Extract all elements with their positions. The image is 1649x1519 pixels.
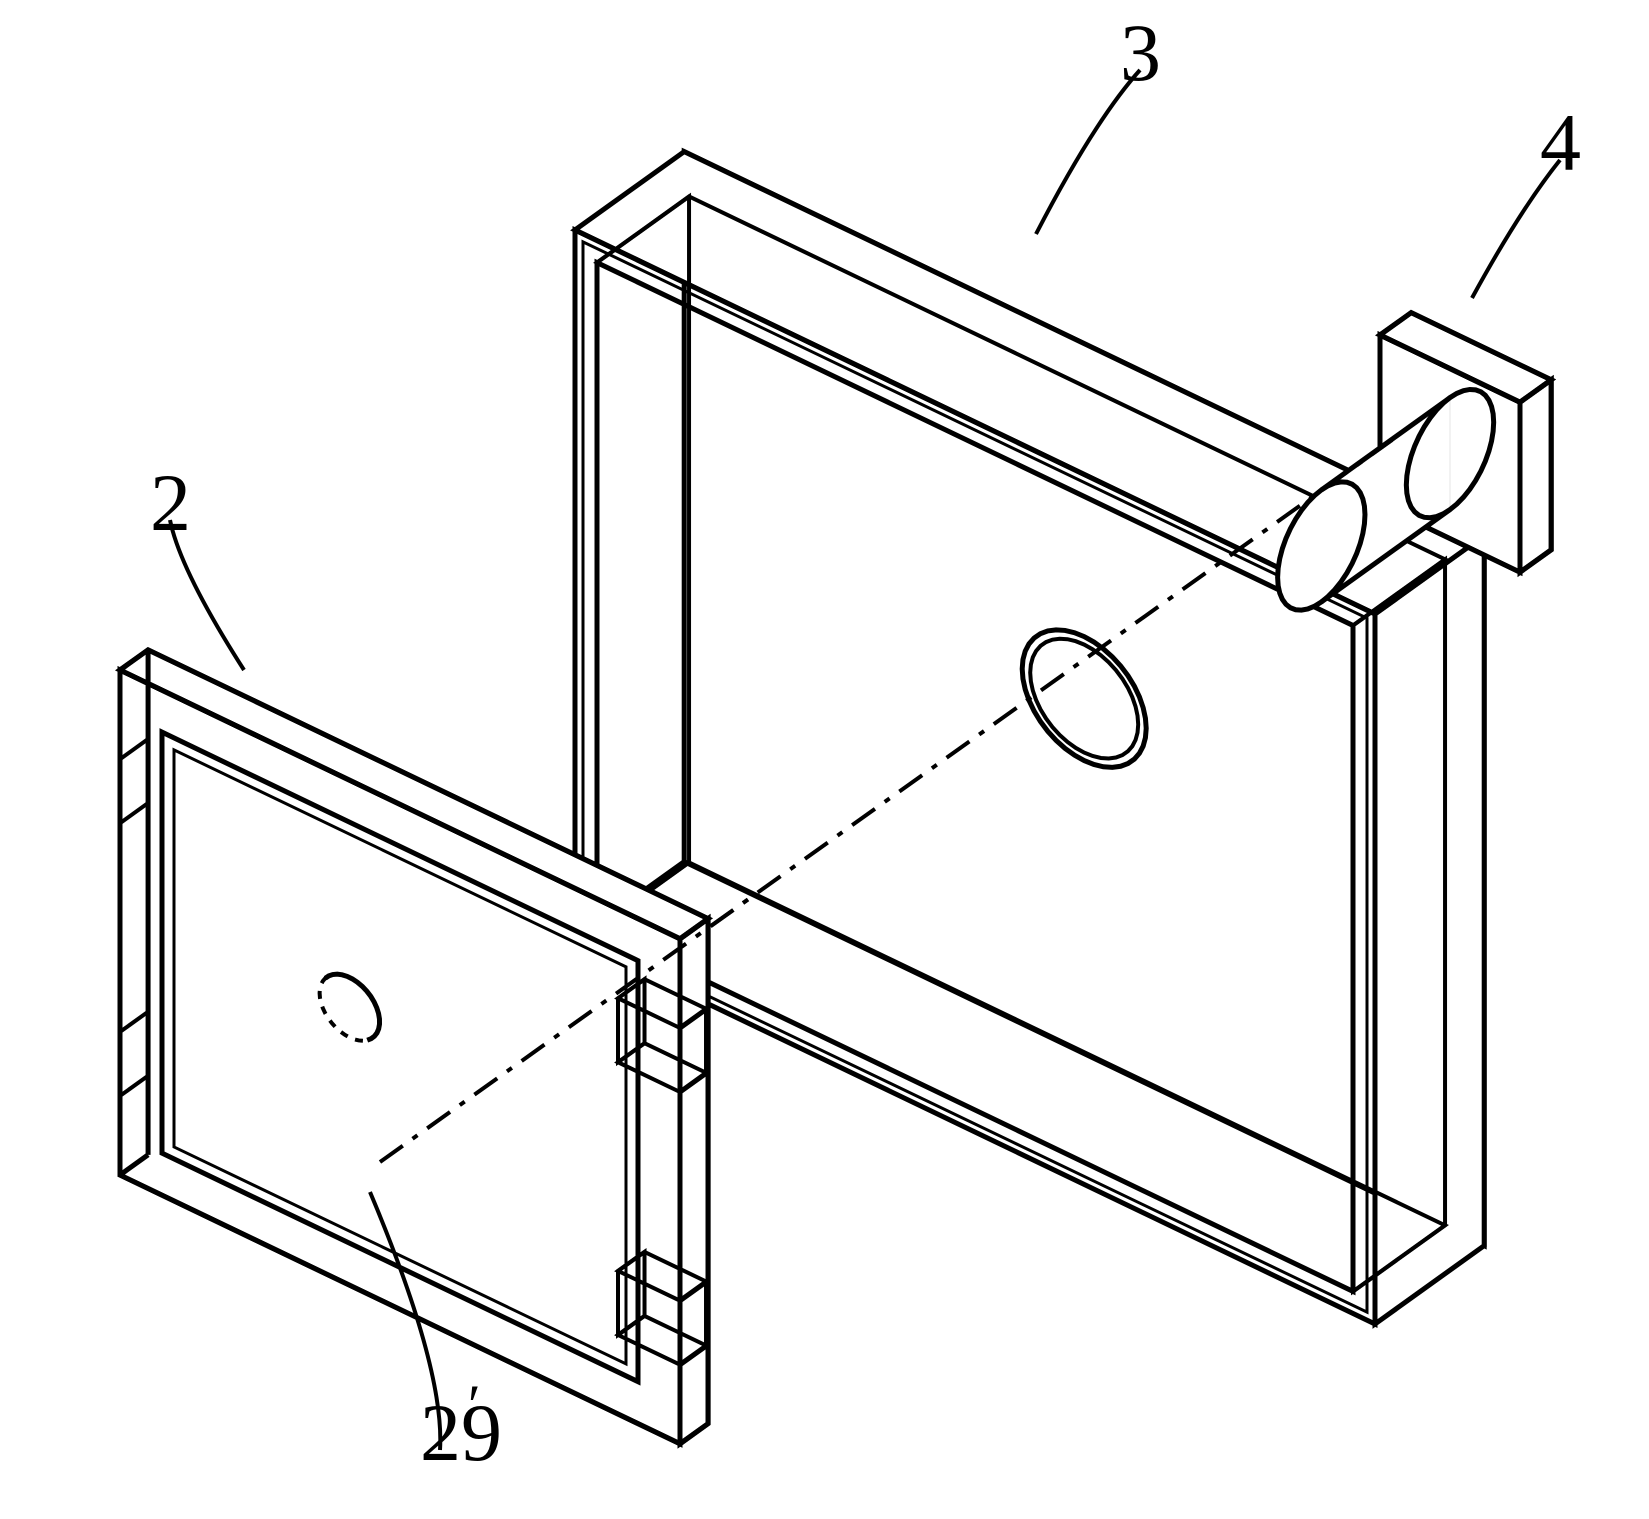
callout-label-frame_front: 2 (150, 457, 191, 548)
callout-label-box_back: 3 (1120, 7, 1161, 98)
svg-text:′: ′ (468, 1374, 481, 1437)
callout-label-boss: 29 (420, 1387, 502, 1478)
callout-label-peg: 4 (1540, 97, 1581, 188)
